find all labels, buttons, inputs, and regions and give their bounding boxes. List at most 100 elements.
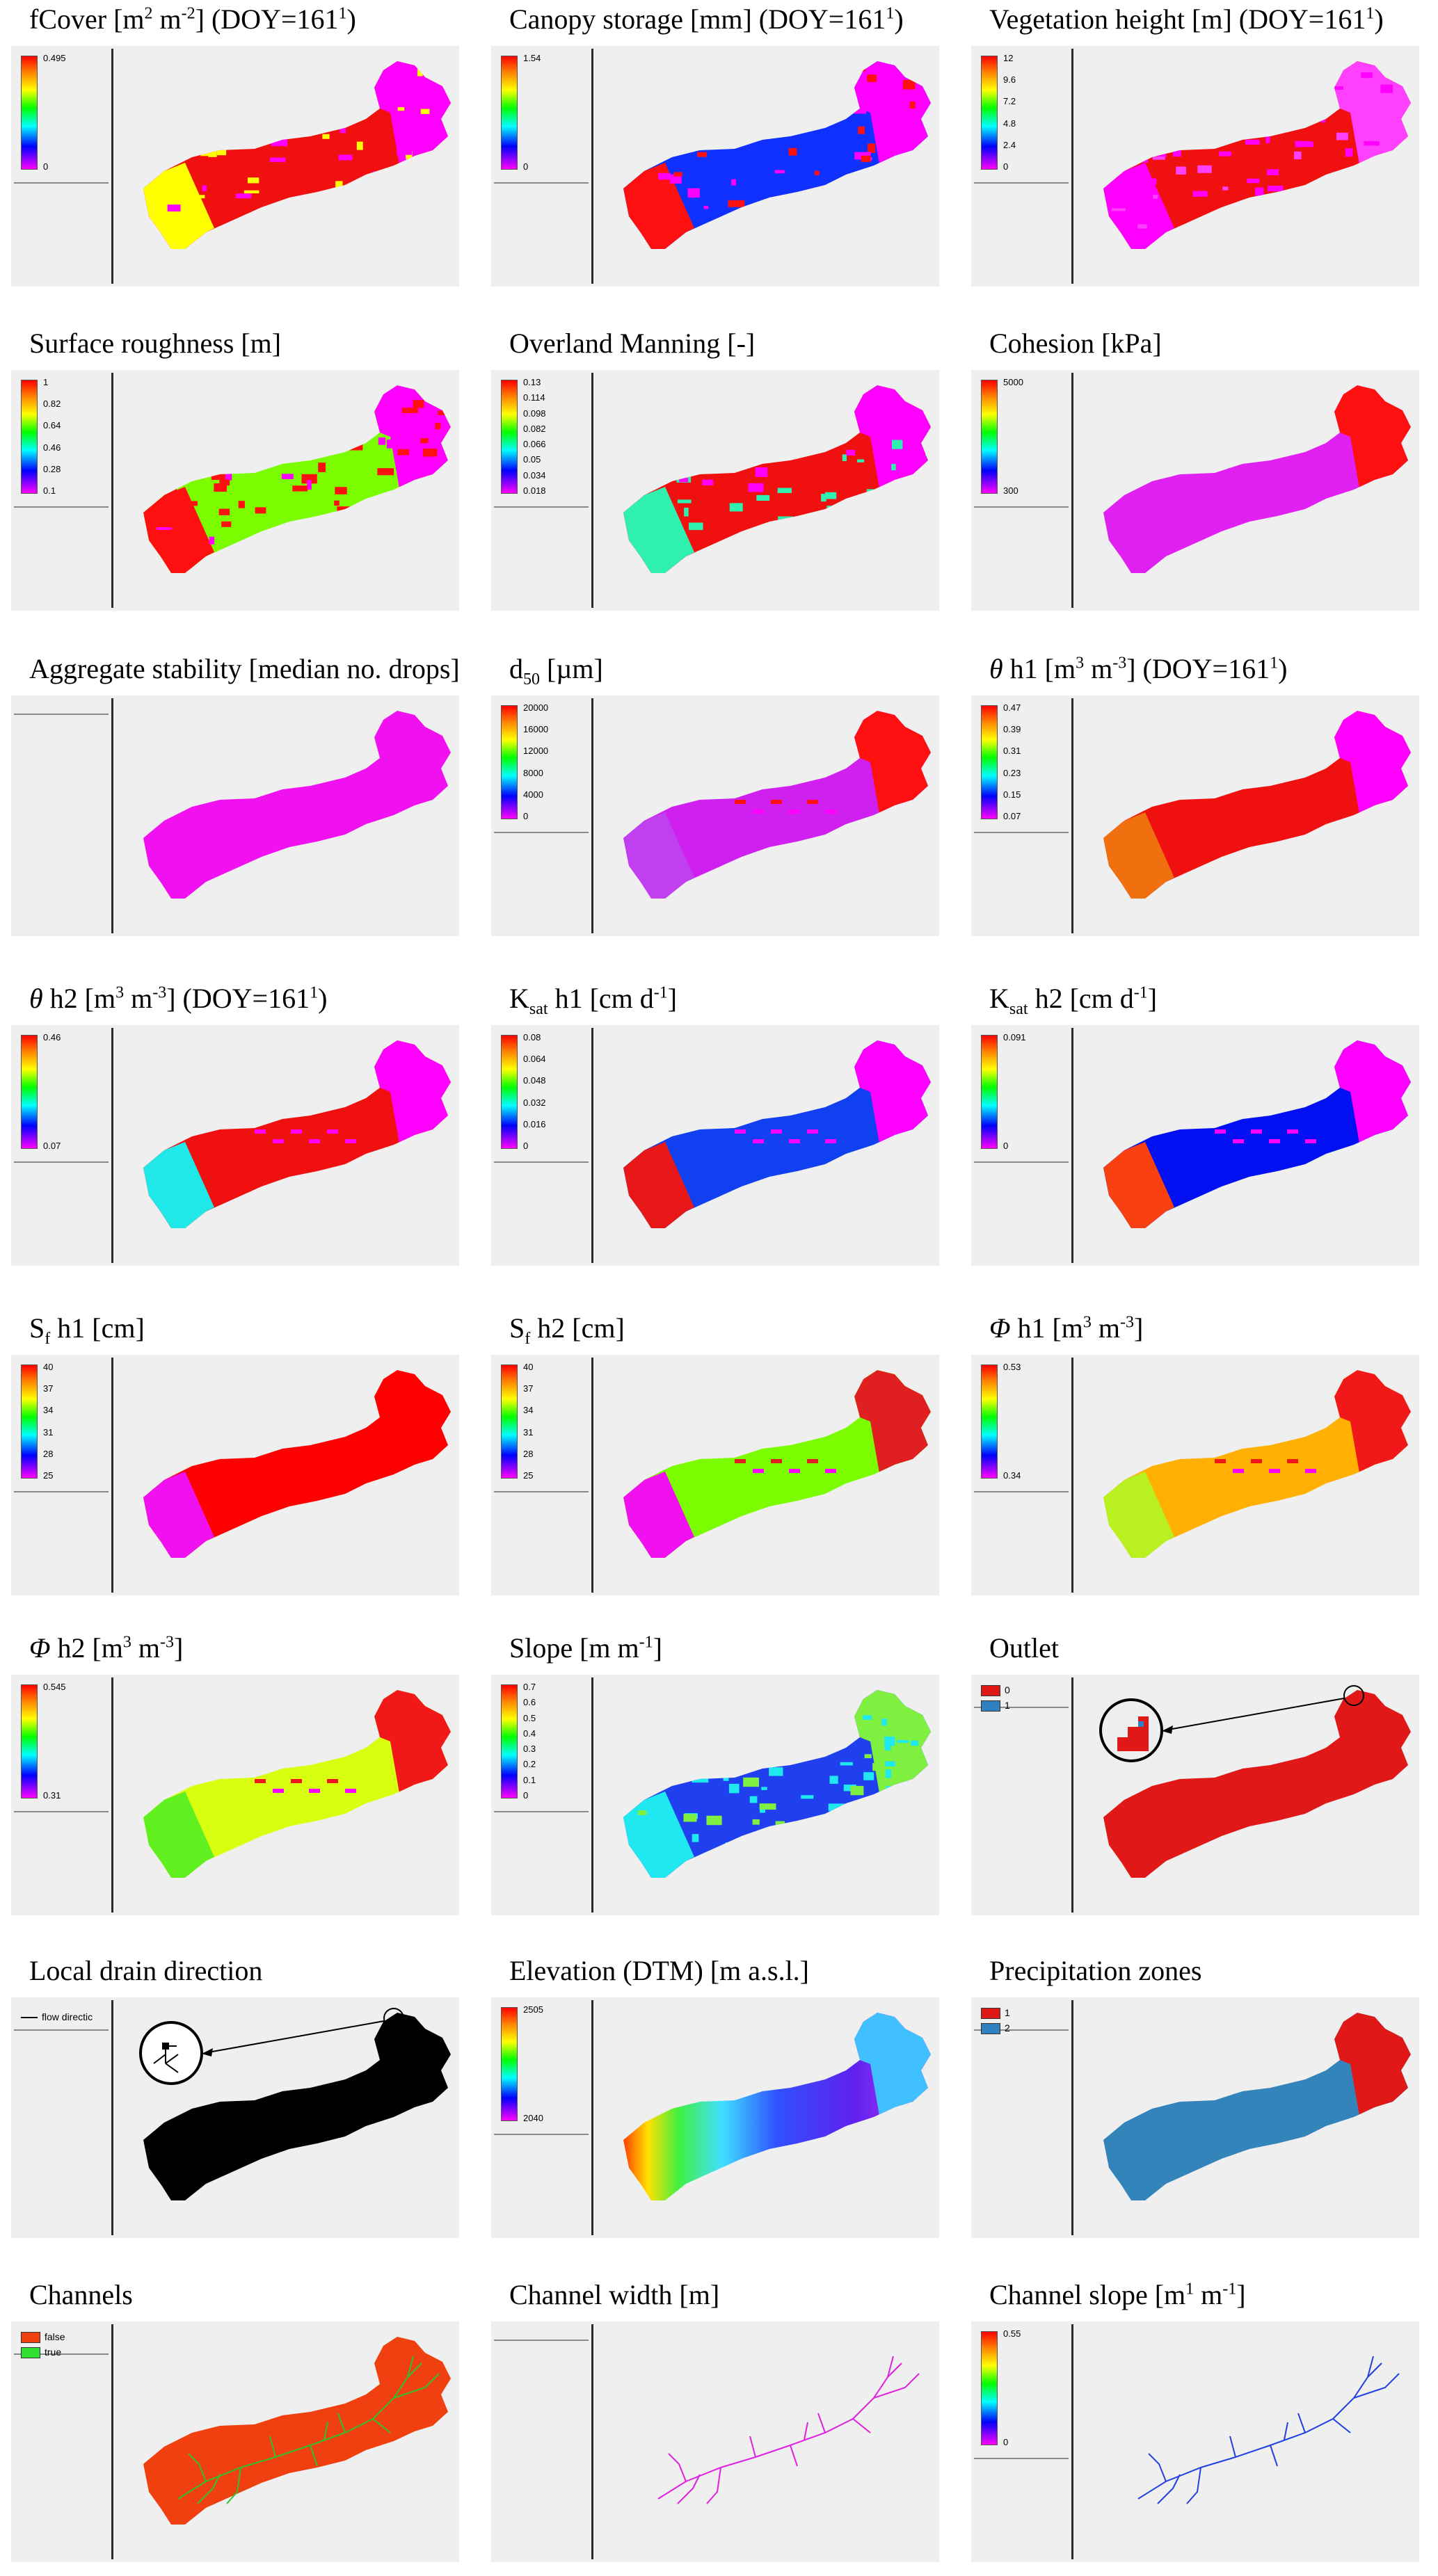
map-viewer[interactable]: 0.545 0.31 [11, 1675, 459, 1915]
land-cover-patch [741, 95, 756, 106]
map-viewer[interactable]: 40 37 34 31 28 25 [491, 1355, 939, 1595]
catchment-map [1103, 61, 1411, 249]
map-viewer[interactable]: 0.47 0.39 0.31 0.23 0.15 0.07 [971, 695, 1419, 936]
land-cover-patch [388, 237, 396, 246]
colorbar-tick-label: 0 [523, 1790, 529, 1801]
map-viewer[interactable]: 0.53 0.34 [971, 1355, 1419, 1595]
land-cover-patch [413, 400, 424, 408]
land-cover-patch [420, 437, 429, 444]
land-cover-patch [867, 74, 877, 82]
title-part: Φ [29, 1632, 51, 1664]
soil-patch [309, 1789, 320, 1793]
channel-segment [393, 2373, 440, 2399]
land-cover-patch [891, 553, 900, 557]
land-cover-patch [769, 1767, 783, 1776]
land-cover-patch [745, 118, 757, 126]
land-cover-patch [216, 150, 227, 156]
title-part: 3 [1083, 1313, 1092, 1332]
land-cover-patch [1140, 78, 1147, 88]
map-panel-fcover: fCover [m2 m-2] (DOY=1611) 0.495 0 [0, 0, 459, 292]
land-cover-patch [660, 67, 669, 76]
map-viewer[interactable]: 12 9.6 7.2 4.8 2.4 0 [971, 46, 1419, 287]
catchment-map [1103, 1040, 1411, 1228]
land-cover-patch [916, 472, 931, 480]
east-zone [854, 1040, 931, 1143]
land-cover-patch [825, 492, 837, 499]
soil-patch [291, 1129, 302, 1134]
land-cover-patch [211, 470, 225, 481]
map-viewer[interactable]: 1 0.82 0.64 0.46 0.28 0.1 [11, 370, 459, 611]
land-cover-patch [150, 193, 164, 201]
map-viewer[interactable]: 0.13 0.114 0.098 0.082 0.066 0.05 0.034 0.018 [491, 370, 939, 611]
colorbar-tick-label: 0.082 [523, 423, 546, 434]
land-cover-patch [351, 103, 367, 111]
map-viewer[interactable]: 1.54 0 [491, 46, 939, 287]
legend: 5000 300 [974, 374, 1069, 508]
panel-title: fCover [m2 m-2] (DOY=1611) [29, 3, 356, 35]
land-cover-patch [386, 439, 400, 449]
map-viewer[interactable]: 5000 300 [971, 370, 1419, 611]
legend-line-symbol [21, 2017, 38, 2019]
land-cover-patch [235, 193, 252, 199]
map-viewer[interactable] [11, 695, 459, 936]
land-cover-patch [800, 1856, 815, 1862]
land-cover-patch [886, 478, 894, 487]
legend-divider [111, 373, 113, 608]
map-viewer[interactable] [491, 2321, 939, 2562]
map-viewer[interactable]: 0.7 0.6 0.5 0.4 0.3 0.2 0.1 0 [491, 1675, 939, 1915]
land-cover-patch [761, 1787, 767, 1790]
land-cover-patch [782, 535, 796, 540]
map-panel-surface-roughness: Surface roughness [m] 1 0.82 0.64 0.46 0.28 0.… [0, 324, 459, 616]
soil-patch [1251, 1129, 1262, 1134]
channel-segment [1270, 2445, 1278, 2467]
land-cover-patch [912, 554, 917, 563]
colorbar-tick-label: 1.54 [523, 53, 541, 63]
map-viewer[interactable]: 0.495 0 [11, 46, 459, 287]
map-viewer[interactable]: 0.55 0 [971, 2321, 1419, 2562]
land-cover-patch [729, 503, 743, 512]
title-part: h1 [cm d [548, 983, 654, 1014]
map-viewer[interactable]: 0.46 0.07 [11, 1025, 459, 1266]
map-viewer[interactable]: flow directic [11, 1997, 459, 2238]
colorbar-tick-label: 0 [523, 811, 529, 821]
land-cover-patch [749, 1796, 758, 1803]
title-part: 1 [886, 4, 895, 23]
west-zone [143, 1142, 214, 1228]
panel-title: Vegetation height [m] (DOY=1611) [989, 3, 1384, 35]
panel-title: Sf h1 [cm] [29, 1312, 145, 1349]
map-viewer[interactable]: false true [11, 2321, 459, 2562]
land-cover-patch [677, 499, 692, 504]
catchment-area [1103, 1690, 1411, 1878]
colorbar-ticks: 0.55 0 [1003, 2328, 1066, 2447]
land-cover-patch [776, 1828, 782, 1837]
land-cover-patch [396, 494, 407, 502]
land-cover-patch [884, 1736, 895, 1746]
land-cover-patch [154, 511, 169, 515]
land-cover-patch [238, 501, 245, 508]
map-viewer[interactable]: 0.08 0.064 0.048 0.032 0.016 0 [491, 1025, 939, 1266]
land-cover-patch [294, 71, 301, 79]
channel-segment [677, 2474, 701, 2504]
channel-segment [323, 2422, 328, 2440]
panel-title: Sf h2 [cm] [509, 1312, 625, 1349]
map-panel-vegetation-height: Vegetation height [m] (DOY=1611) 12 9.6 7.2… [960, 0, 1419, 292]
map-viewer[interactable]: 2505 2040 [491, 1997, 939, 2238]
land-cover-patch [1124, 88, 1140, 96]
map-viewer[interactable]: 0.091 0 [971, 1025, 1419, 1266]
legend: 0.55 0 [974, 2326, 1069, 2459]
land-cover-patch [891, 464, 896, 471]
catchment-map [143, 1370, 451, 1558]
colorbar-tick-label: 0.114 [523, 392, 545, 403]
legend-entry: true [21, 2346, 61, 2359]
panel-title: Channel width [m] [509, 2278, 719, 2311]
map-viewer[interactable]: 20000 16000 12000 8000 4000 0 [491, 695, 939, 936]
soil-patch [753, 1469, 764, 1473]
land-cover-patch [372, 171, 381, 179]
land-cover-patch [791, 412, 801, 416]
map-viewer[interactable]: 40 37 34 31 28 25 [11, 1355, 459, 1595]
colorbar [501, 705, 518, 819]
west-zone [623, 1142, 694, 1228]
channel-segment [1157, 2474, 1181, 2504]
